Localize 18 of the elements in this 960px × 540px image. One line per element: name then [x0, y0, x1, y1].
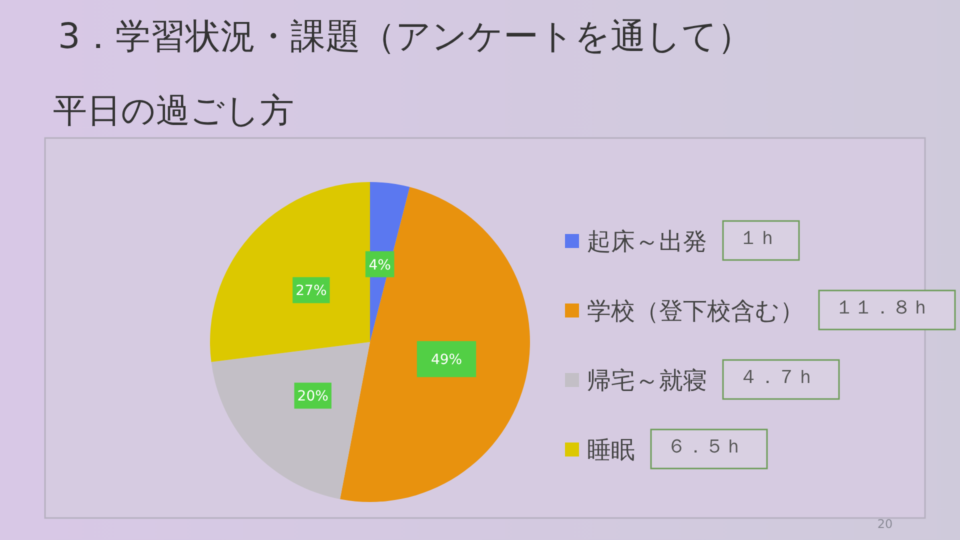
legend-label: 起床～出発: [587, 228, 707, 256]
pie-slice: [211, 342, 370, 500]
text: １ｈ: [739, 226, 777, 249]
text: 20: [877, 517, 893, 531]
data-label: 49%: [430, 352, 462, 368]
legend-label: 帰宅～就寝: [587, 366, 707, 395]
pie-slice: [340, 187, 530, 502]
data-label: 4%: [368, 257, 391, 274]
chart-title: 3．学習状況・課題（アンケートを通して）: [58, 17, 752, 57]
pie-slice: [210, 182, 370, 362]
chart-subtitle: 平日の過ごし方: [53, 91, 294, 131]
legend-label: 学校（登下校含む）: [587, 297, 804, 326]
data-label: 27%: [296, 283, 327, 300]
text: ６．５ｈ: [667, 435, 743, 458]
text: １１．８ｈ: [835, 296, 930, 318]
text: ４．７ｈ: [739, 366, 815, 388]
data-label: 20%: [297, 388, 328, 405]
legend-label: 睡眠: [587, 436, 635, 464]
